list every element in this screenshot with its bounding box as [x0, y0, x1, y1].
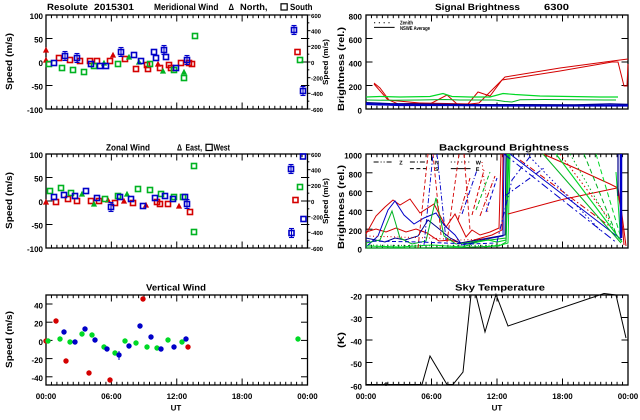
svg-text:Zonal Wind: Zonal Wind	[106, 143, 150, 153]
svg-text:600: 600	[349, 189, 363, 198]
svg-text:Signal Brightness: Signal Brightness	[435, 2, 520, 12]
svg-text:-400: -400	[311, 230, 324, 237]
svg-text:-600: -600	[311, 246, 324, 253]
svg-text:Background Brightness: Background Brightness	[439, 143, 569, 153]
svg-text:18:00: 18:00	[552, 392, 573, 401]
svg-text:-40: -40	[350, 338, 362, 347]
svg-text:Meridional Wind: Meridional Wind	[154, 2, 219, 12]
svg-text:600: 600	[311, 13, 322, 20]
svg-text:800: 800	[349, 170, 363, 179]
svg-text:200: 200	[311, 44, 322, 51]
svg-text:-60: -60	[350, 383, 362, 392]
svg-text:Speed (m/s): Speed (m/s)	[4, 172, 14, 229]
svg-text:400: 400	[349, 60, 363, 69]
svg-text:-200: -200	[311, 214, 324, 221]
svg-text:0: 0	[39, 59, 44, 68]
svg-text:(K): (K)	[336, 332, 346, 348]
svg-text:12:00: 12:00	[167, 392, 188, 401]
svg-text:200: 200	[311, 183, 322, 190]
svg-text:12:00: 12:00	[487, 392, 508, 401]
svg-text:200: 200	[349, 227, 363, 236]
svg-text:400: 400	[349, 208, 363, 217]
svg-text:UT: UT	[492, 404, 503, 413]
svg-text:0: 0	[358, 107, 363, 116]
svg-text:40: 40	[34, 301, 43, 310]
svg-text:-30: -30	[350, 315, 362, 324]
svg-text:0: 0	[358, 246, 363, 255]
svg-text:W: W	[476, 160, 482, 166]
svg-text:600: 600	[311, 152, 322, 159]
svg-text:200: 200	[349, 83, 363, 92]
svg-text:West: West	[214, 143, 231, 153]
svg-text:400: 400	[311, 28, 322, 35]
svg-text:-400: -400	[311, 91, 324, 98]
svg-text:400: 400	[311, 167, 322, 174]
svg-text:Δ: Δ	[177, 143, 182, 153]
svg-text:Resolute: Resolute	[47, 2, 88, 12]
svg-text:0: 0	[311, 199, 315, 206]
svg-text:600: 600	[349, 36, 363, 45]
svg-text:50: 50	[34, 175, 43, 184]
svg-text:00:00: 00:00	[297, 392, 318, 401]
svg-text:E: E	[476, 167, 480, 173]
svg-text:0: 0	[39, 338, 44, 347]
svg-text:-50: -50	[350, 360, 362, 369]
svg-text:100: 100	[30, 12, 44, 21]
svg-text:Brightness (rel.): Brightness (rel.)	[336, 27, 346, 111]
svg-text:-100: -100	[27, 106, 44, 115]
svg-text:-50: -50	[31, 222, 43, 231]
svg-text:50: 50	[34, 36, 43, 45]
svg-text:Zenith: Zenith	[400, 21, 414, 27]
svg-text:-100: -100	[27, 245, 44, 254]
svg-text:100: 100	[30, 151, 44, 160]
svg-text:1000: 1000	[344, 152, 362, 161]
svg-text:-40: -40	[31, 374, 43, 383]
svg-text:-50: -50	[31, 83, 43, 92]
svg-text:Speed (m/s): Speed (m/s)	[321, 38, 330, 85]
svg-text:Speed (m/s): Speed (m/s)	[321, 177, 330, 224]
svg-text:N: N	[435, 160, 439, 166]
svg-text:0: 0	[39, 198, 44, 207]
svg-text:6300: 6300	[544, 2, 569, 12]
svg-text:18:00: 18:00	[232, 392, 253, 401]
svg-text:20: 20	[34, 320, 43, 329]
svg-text:Speed (m/s): Speed (m/s)	[4, 311, 14, 368]
svg-text:-20: -20	[31, 356, 43, 365]
svg-text:UT: UT	[171, 404, 182, 413]
svg-text:Brightness (rel.): Brightness (rel.)	[336, 165, 346, 249]
svg-text:Z: Z	[399, 160, 403, 166]
svg-text:00:00: 00:00	[618, 392, 639, 401]
svg-text:South: South	[290, 2, 313, 12]
svg-text:00:00: 00:00	[356, 392, 377, 401]
svg-text:NSWE Average: NSWE Average	[400, 26, 430, 32]
svg-text:06:00: 06:00	[421, 392, 442, 401]
svg-text:0: 0	[311, 60, 315, 67]
svg-text:-20: -20	[350, 293, 362, 302]
svg-text:800: 800	[349, 13, 363, 22]
svg-text:00:00: 00:00	[36, 392, 57, 401]
svg-text:East,: East,	[186, 143, 203, 153]
svg-text:Sky Temperature: Sky Temperature	[455, 283, 545, 293]
svg-text:2015301: 2015301	[94, 2, 134, 12]
svg-text:S: S	[435, 167, 439, 173]
svg-text:-200: -200	[311, 75, 324, 82]
svg-text:Δ: Δ	[229, 2, 235, 12]
svg-text:06:00: 06:00	[101, 392, 122, 401]
svg-text:Speed (m/s): Speed (m/s)	[4, 33, 14, 90]
svg-text:North,: North,	[240, 2, 268, 12]
svg-text:Vertical Wind: Vertical Wind	[146, 283, 206, 293]
svg-text:-600: -600	[311, 107, 324, 114]
